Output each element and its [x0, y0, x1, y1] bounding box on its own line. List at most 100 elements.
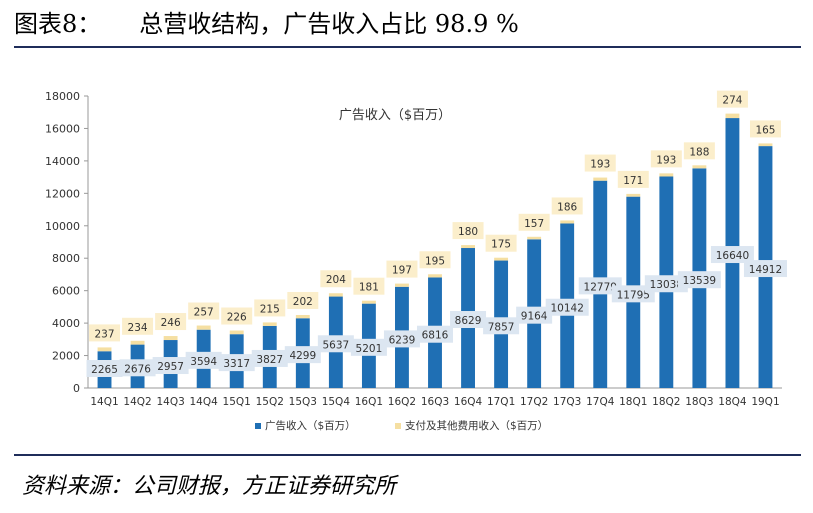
y-axis: 0 2000 4000 6000 8000 10000 12000 14000 16000 180…	[45, 90, 89, 395]
bar-payment-revenue	[163, 336, 178, 341]
data-label-box	[611, 285, 655, 303]
data-label-box	[86, 360, 123, 377]
data-label-ad: 16640	[716, 250, 749, 262]
data-label-ad: 3317	[223, 358, 250, 370]
data-label-box	[710, 246, 754, 264]
x-tick-label: 14Q4	[190, 396, 219, 408]
data-label-box-top	[188, 302, 220, 320]
data-label-payment: 180	[458, 226, 478, 238]
data-label-box-top	[518, 213, 550, 231]
bar-payment-revenue	[725, 113, 740, 119]
data-label-box-top	[353, 277, 385, 295]
data-label-box-top	[716, 90, 748, 108]
data-label-payment: 226	[227, 312, 247, 324]
data-label-box-top	[155, 313, 187, 331]
bar-payment-revenue	[361, 300, 376, 304]
legend-swatch	[395, 423, 401, 429]
data-label-box-top	[221, 307, 253, 325]
data-label-box	[450, 311, 487, 329]
data-label-payment: 165	[755, 124, 775, 136]
data-label-ad: 10142	[550, 303, 583, 315]
data-label-ad: 5637	[322, 339, 349, 351]
figure-title: 图表8： 总营收结构，广告收入占比 98.9 %	[14, 8, 519, 40]
data-label-ad: 11795	[617, 289, 650, 301]
data-label-box-top	[254, 299, 286, 317]
data-label-ad: 6816	[422, 330, 449, 342]
x-tick-label: 18Q4	[718, 396, 747, 408]
x-tick-label: 17Q3	[553, 396, 581, 408]
legend-swatch	[255, 423, 261, 429]
legend: 广告收入（$百万） 支付及其他费用收入（$百万）	[255, 419, 548, 432]
source-rule	[14, 454, 801, 456]
x-tick-label: 14Q1	[90, 396, 118, 408]
bar-payment-revenue	[196, 325, 211, 330]
bar-payment-revenue	[692, 165, 707, 169]
data-label-box	[578, 277, 622, 295]
x-tick-label: 14Q2	[123, 396, 151, 408]
data-label-box-top	[452, 222, 484, 240]
y-tick-label: 2000	[52, 350, 80, 363]
data-labels: 2265 237 2676 234 2957 246 3594 257 3317 226 3827 2…	[86, 90, 787, 377]
bar-payment-revenue	[229, 330, 244, 335]
data-label-box	[516, 306, 553, 324]
data-label-ad: 5201	[356, 343, 383, 355]
data-label-box-top	[617, 170, 649, 188]
chart-title: 广告收入（$百万）	[339, 108, 451, 123]
data-label-ad: 6239	[389, 334, 416, 346]
data-label-payment: 171	[623, 175, 643, 187]
data-label-ad: 13038	[650, 279, 683, 291]
bar-payment-revenue	[328, 293, 343, 297]
data-label-payment: 197	[392, 265, 412, 277]
data-label-ad: 2957	[157, 361, 184, 373]
x-tick-label: 14Q3	[156, 396, 184, 408]
x-tick-label: 16Q1	[355, 396, 383, 408]
bar-payment-revenue	[659, 173, 674, 177]
y-tick-label: 12000	[45, 187, 80, 200]
data-label-box-top	[320, 270, 352, 288]
data-label-box	[677, 271, 721, 289]
y-tick-label: 0	[73, 382, 80, 395]
data-label-box-top	[386, 260, 418, 278]
bar-payment-revenue	[593, 177, 608, 181]
data-label-payment: 195	[425, 255, 445, 267]
data-label-payment: 257	[194, 307, 214, 319]
data-label-payment: 215	[260, 303, 280, 315]
data-label-ad: 12779	[584, 281, 617, 293]
data-label-box	[152, 357, 189, 375]
data-label-box-top	[287, 291, 319, 309]
data-label-box	[483, 317, 520, 335]
data-label-box	[644, 275, 688, 293]
source-note: 资料来源：公司财报，方正证券研究所	[22, 474, 397, 499]
data-label-box-top	[89, 324, 121, 342]
data-label-ad: 2676	[124, 363, 151, 375]
bar-payment-revenue	[626, 193, 641, 197]
x-tick-label: 16Q4	[454, 396, 483, 408]
data-label-box	[743, 260, 787, 278]
data-label-box	[317, 335, 354, 353]
y-tick-label: 8000	[52, 252, 80, 265]
bar-payment-revenue	[461, 245, 475, 249]
data-label-ad: 9164	[521, 311, 548, 323]
x-tick-label: 15Q1	[223, 396, 251, 408]
data-label-box-top	[485, 234, 517, 252]
x-tick-label: 16Q3	[421, 396, 449, 408]
y-tick-label: 10000	[45, 220, 80, 233]
x-tick-label: 18Q2	[652, 396, 680, 408]
data-label-box	[251, 349, 288, 367]
x-tick-label: 17Q4	[586, 396, 615, 408]
data-label-payment: 237	[95, 328, 115, 340]
data-label-ad: 2265	[91, 364, 118, 376]
data-label-ad: 8629	[455, 315, 482, 327]
y-tick-label: 14000	[45, 155, 80, 168]
data-label-box-top	[584, 154, 616, 172]
y-tick-label: 6000	[52, 285, 80, 298]
data-label-payment: 204	[326, 274, 346, 286]
bar-payment-revenue	[560, 220, 575, 224]
x-tick-label: 19Q1	[751, 396, 779, 408]
revenue-chart: 0 2000 4000 6000 8000 10000 12000 14000 16000 180…	[45, 90, 787, 432]
data-label-box-top	[749, 120, 781, 138]
y-tick-label: 4000	[52, 317, 80, 330]
x-tick-label: 17Q1	[487, 396, 515, 408]
data-label-box	[185, 351, 222, 369]
data-label-box	[119, 359, 156, 377]
